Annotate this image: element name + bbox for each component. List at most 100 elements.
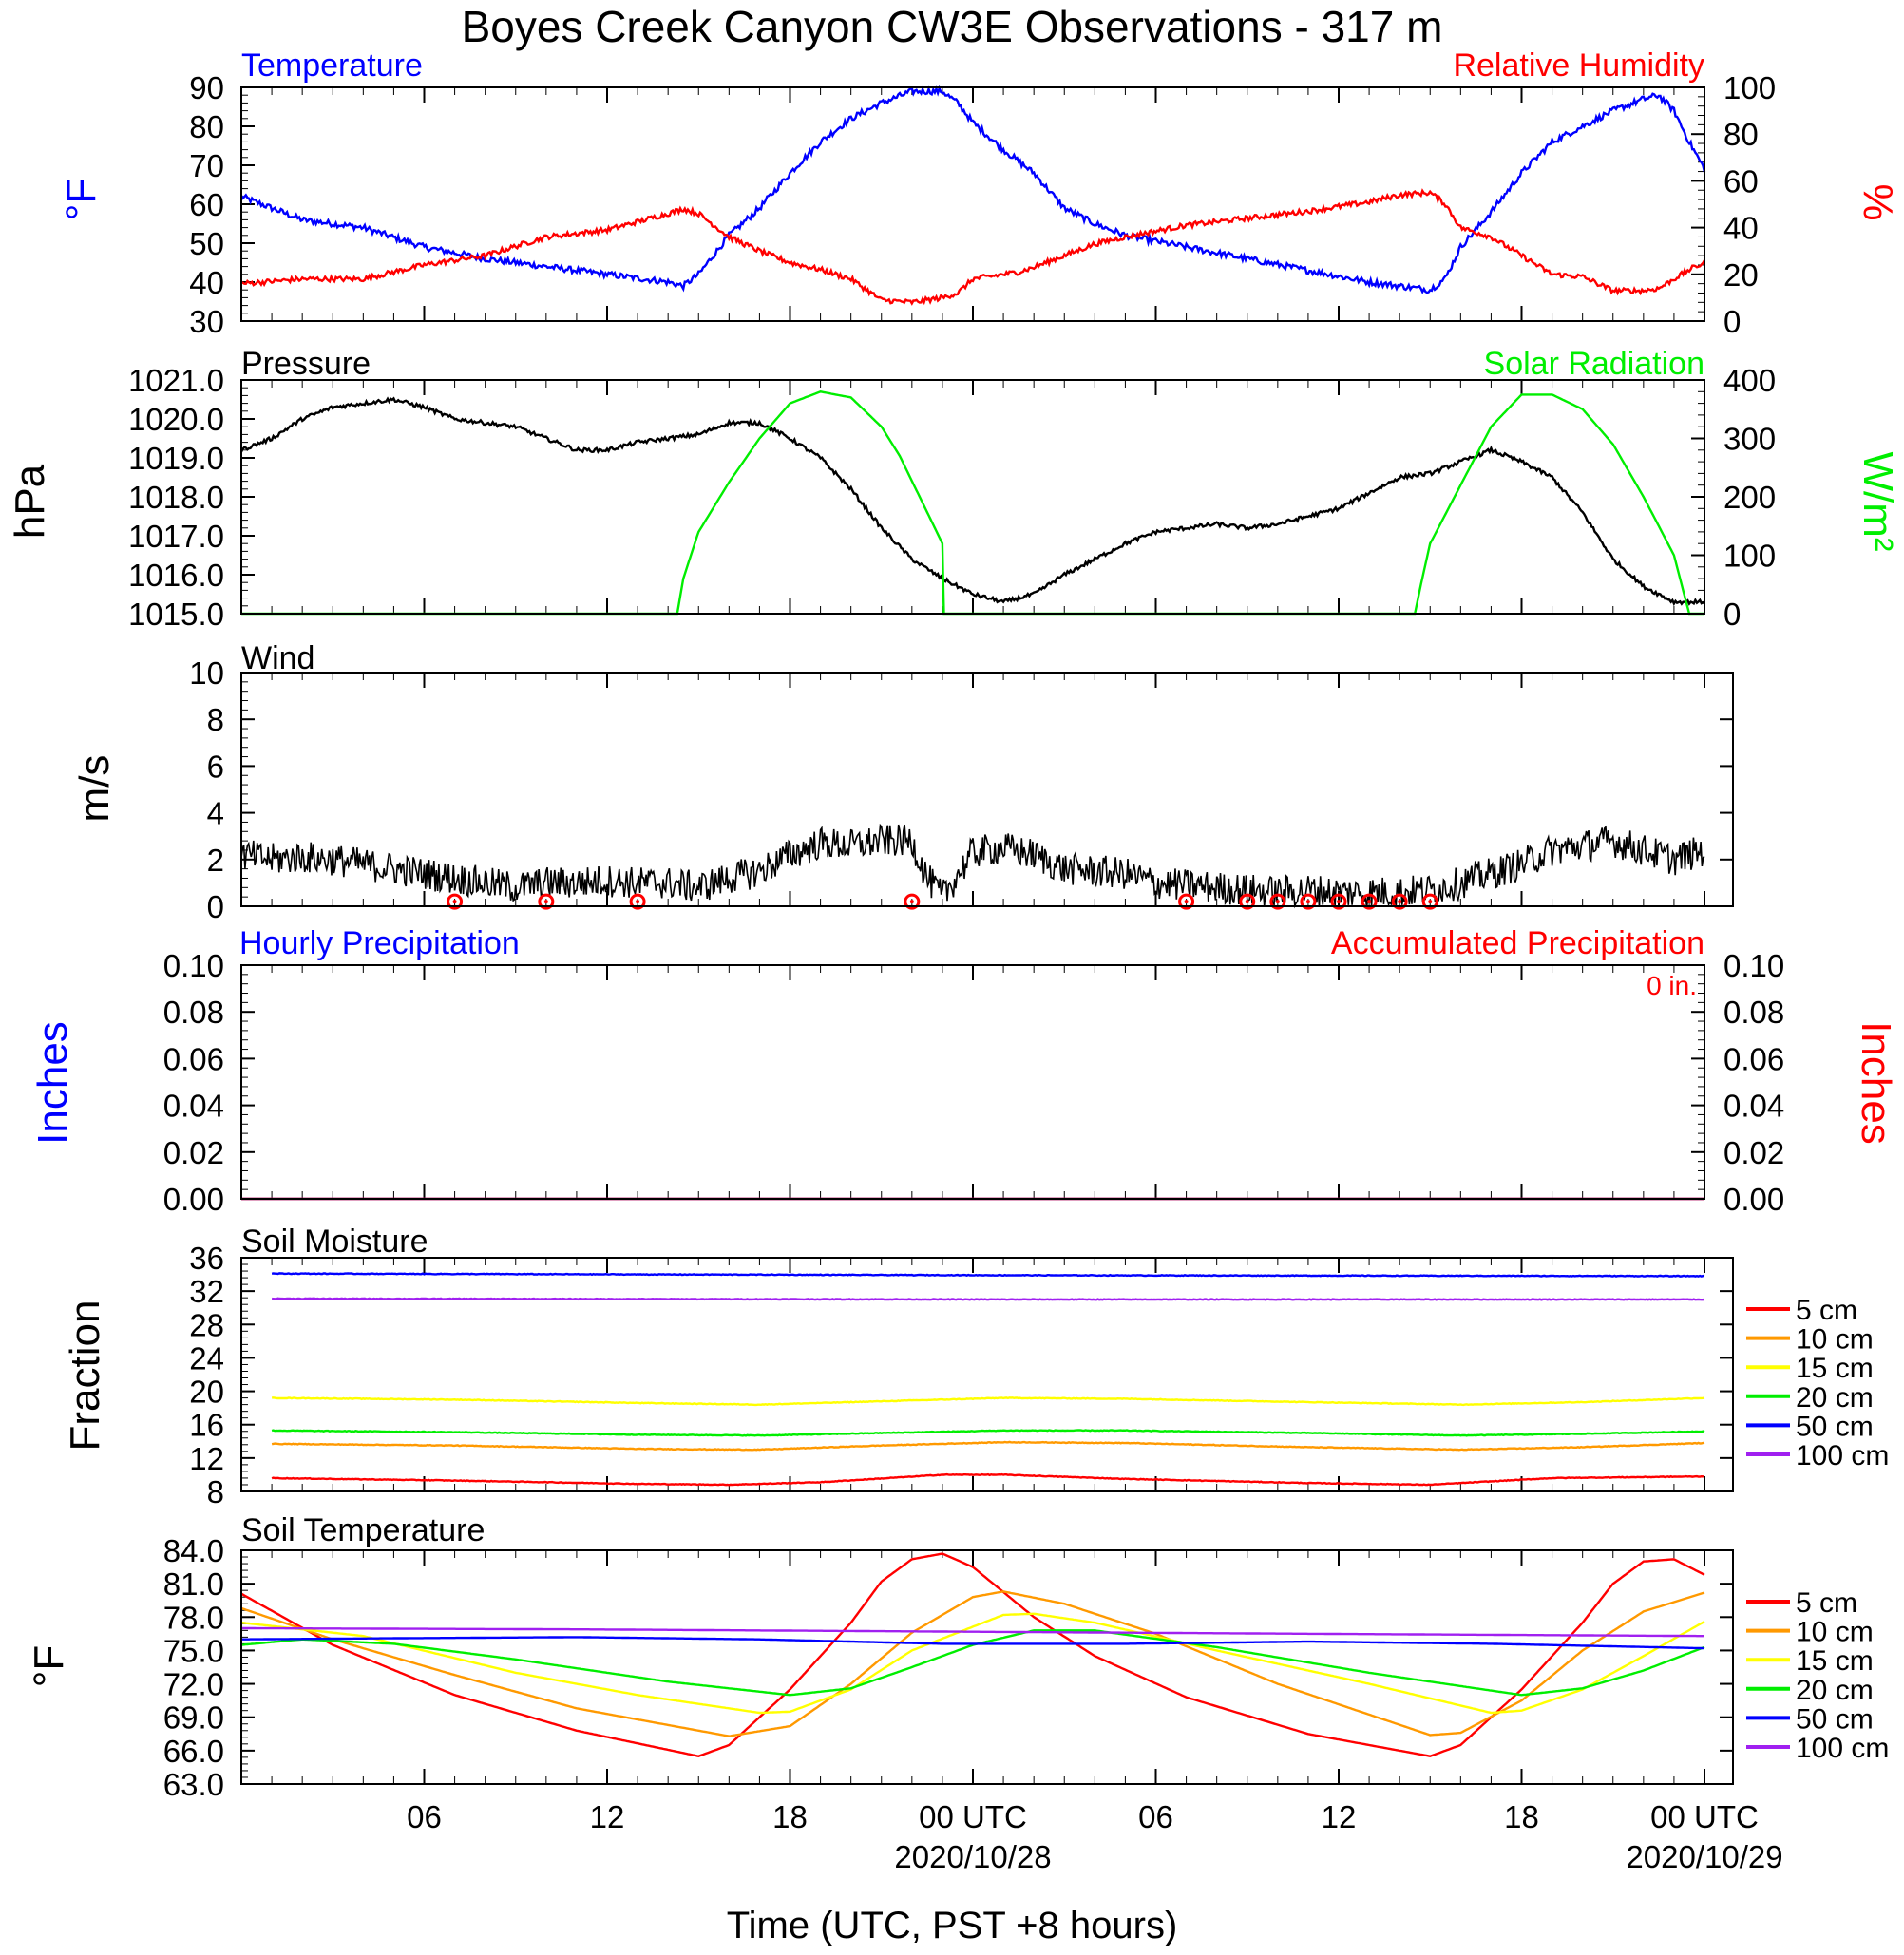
legend-label: 5 cm [1796, 1295, 1857, 1326]
calm-wind-marker-dot [909, 900, 914, 904]
calm-wind-marker-dot [1184, 900, 1189, 904]
series-wind [240, 823, 1705, 910]
y-tick-label-left: 28 [189, 1307, 224, 1342]
series-line-50-cm [241, 1636, 1704, 1650]
y-tick-label-left: 0.08 [163, 995, 224, 1030]
x-date-label: 2020/10/29 [1626, 1839, 1782, 1874]
y-tick-label-left: 1018.0 [128, 480, 224, 515]
calm-wind-marker [1178, 893, 1195, 910]
y-tick-label-left: 69.0 [163, 1700, 224, 1736]
series-line-50-cm [271, 1272, 1705, 1278]
y-tick-label-left: 1021.0 [128, 363, 224, 398]
y-tick-label-left: 75.0 [163, 1633, 224, 1668]
y-tick-label-left: 80 [189, 109, 224, 144]
series-line-20-cm [271, 1429, 1705, 1437]
y-tick-label-left: 0.10 [163, 948, 224, 983]
legend-label: 15 cm [1796, 1353, 1874, 1384]
plot-frame-pressure-solar [240, 379, 1705, 615]
x-tick-label: 12 [1322, 1799, 1357, 1834]
y-tick-label-left: 12 [189, 1441, 224, 1476]
calm-wind-marker-dot [1245, 900, 1249, 904]
calm-wind-marker-dot [1367, 900, 1372, 904]
series-soil-moisture [271, 1272, 1705, 1487]
x-tick-label: 18 [1504, 1799, 1539, 1834]
y-tick-label-right: 0.10 [1723, 948, 1784, 983]
series-line-temperature [239, 85, 1706, 294]
tick-labels-pressure-solar: 1021.0 1020.0 1019.0 1018.0 1017.0 1016.0 1015… [128, 363, 1776, 632]
tick-labels-temp-rh: 90 80 70 60 50 40 30 100 80 60 40 20 0 [189, 70, 1776, 339]
y-tick-label-right: 20 [1723, 257, 1759, 293]
series-line-15-cm [240, 1612, 1705, 1715]
y-tick-label-left: 16 [189, 1408, 224, 1443]
x-tick-label: 06 [1138, 1799, 1173, 1834]
panel-title-solar-radiation: Solar Radiation [1484, 346, 1704, 382]
y-tick-label-right: 0.04 [1723, 1089, 1784, 1124]
series-temp-rh [239, 85, 1706, 306]
y-tick-label-right: 40 [1723, 211, 1759, 246]
y-label-solar: W/m² [1855, 451, 1901, 551]
y-tick-label-left: 1016.0 [128, 558, 224, 593]
panel-pressure-solar: Pressure Solar Radiation hPa W/m² 1021.0… [7, 346, 1901, 632]
calm-wind-marker [538, 893, 555, 910]
series-pressure-solar [239, 390, 1705, 616]
x-axis-labels: 06 12 18 00 UTC 06 12 18 00 UTC 2020/10/28 2020/1… [407, 1799, 1782, 1874]
y-tick-label-left: 2 [207, 843, 224, 878]
y-tick-label-left: 8 [207, 1474, 224, 1509]
x-tick-label: 06 [407, 1799, 442, 1834]
panel-wind: Wind m/s 10 8 6 4 2 0 [71, 640, 1734, 924]
y-tick-label-left: 4 [207, 796, 224, 831]
y-tick-label-right: 0.00 [1723, 1182, 1784, 1217]
calm-wind-marker [1421, 893, 1438, 910]
panel-title-pressure: Pressure [241, 346, 371, 382]
calm-wind-marker [1300, 893, 1317, 910]
panel-title-soil-temperature: Soil Temperature [241, 1512, 485, 1548]
panel-title-accum-precip: Accumulated Precipitation [1331, 925, 1704, 961]
legend-label: 20 cm [1796, 1675, 1874, 1706]
x-axis-title: Time (UTC, PST +8 hours) [727, 1905, 1178, 1946]
calm-wind-marker [1361, 893, 1378, 910]
y-label-soil-temperature: °F [26, 1645, 72, 1687]
y-tick-label-left: 90 [189, 70, 224, 105]
y-tick-label-right: 300 [1723, 422, 1776, 457]
panel-temperature-humidity: Temperature Relative Humidity °F % 90 80 7… [58, 47, 1901, 339]
series-line-10-cm [271, 1440, 1705, 1452]
tick-labels-soil-temperature: 84.081.078.075.072.069.066.063.0 [163, 1533, 1733, 1802]
y-tick-label-left: 20 [189, 1375, 224, 1410]
y-label-temperature: °F [58, 179, 105, 220]
y-tick-label-right: 100 [1723, 70, 1776, 105]
y-tick-label-left: 72.0 [163, 1667, 224, 1702]
legend-label: 100 cm [1796, 1733, 1889, 1764]
y-tick-label-right: 0 [1723, 304, 1741, 339]
legend-label: 10 cm [1796, 1617, 1874, 1648]
calm-wind-marker [904, 893, 921, 910]
series-line-15-cm [272, 1396, 1705, 1407]
y-tick-label-right: 200 [1723, 480, 1776, 515]
y-tick-label-right: 0.08 [1723, 995, 1784, 1030]
panel-title-temperature: Temperature [241, 47, 423, 84]
y-tick-label-right: 60 [1723, 163, 1759, 199]
y-tick-label-left: 36 [189, 1241, 224, 1276]
figure-title: Boyes Creek Canyon CW3E Observations - 3… [462, 2, 1443, 51]
legend-label: 100 cm [1796, 1440, 1889, 1471]
series-soil-temperature [240, 1552, 1705, 1757]
y-label-precip-right: Inches [1853, 1021, 1899, 1145]
calm-wind-marker [1269, 893, 1286, 910]
plot-frame-soil-moisture [240, 1257, 1734, 1492]
panel-soil-temperature: Soil Temperature °F 84.081.078.075.072.0… [26, 1512, 1889, 1802]
calm-wind-marker [1391, 893, 1408, 910]
y-tick-label-left: 32 [189, 1274, 224, 1309]
legend-label: 15 cm [1796, 1645, 1874, 1677]
y-tick-label-left: 78.0 [163, 1600, 224, 1635]
y-label-precip-left: Inches [29, 1021, 76, 1145]
tick-labels-wind: 10 8 6 4 2 0 [189, 655, 1733, 924]
x-date-label: 2020/10/28 [894, 1839, 1051, 1874]
panel-precipitation: Hourly Precipitation Accumulated Precipi… [29, 925, 1899, 1217]
y-tick-label-left: 24 [189, 1340, 224, 1376]
legend-label: 50 cm [1796, 1703, 1874, 1735]
y-tick-label-right: 400 [1723, 363, 1776, 398]
calm-wind-marker [1330, 893, 1347, 910]
plot-frame-wind [240, 672, 1734, 907]
